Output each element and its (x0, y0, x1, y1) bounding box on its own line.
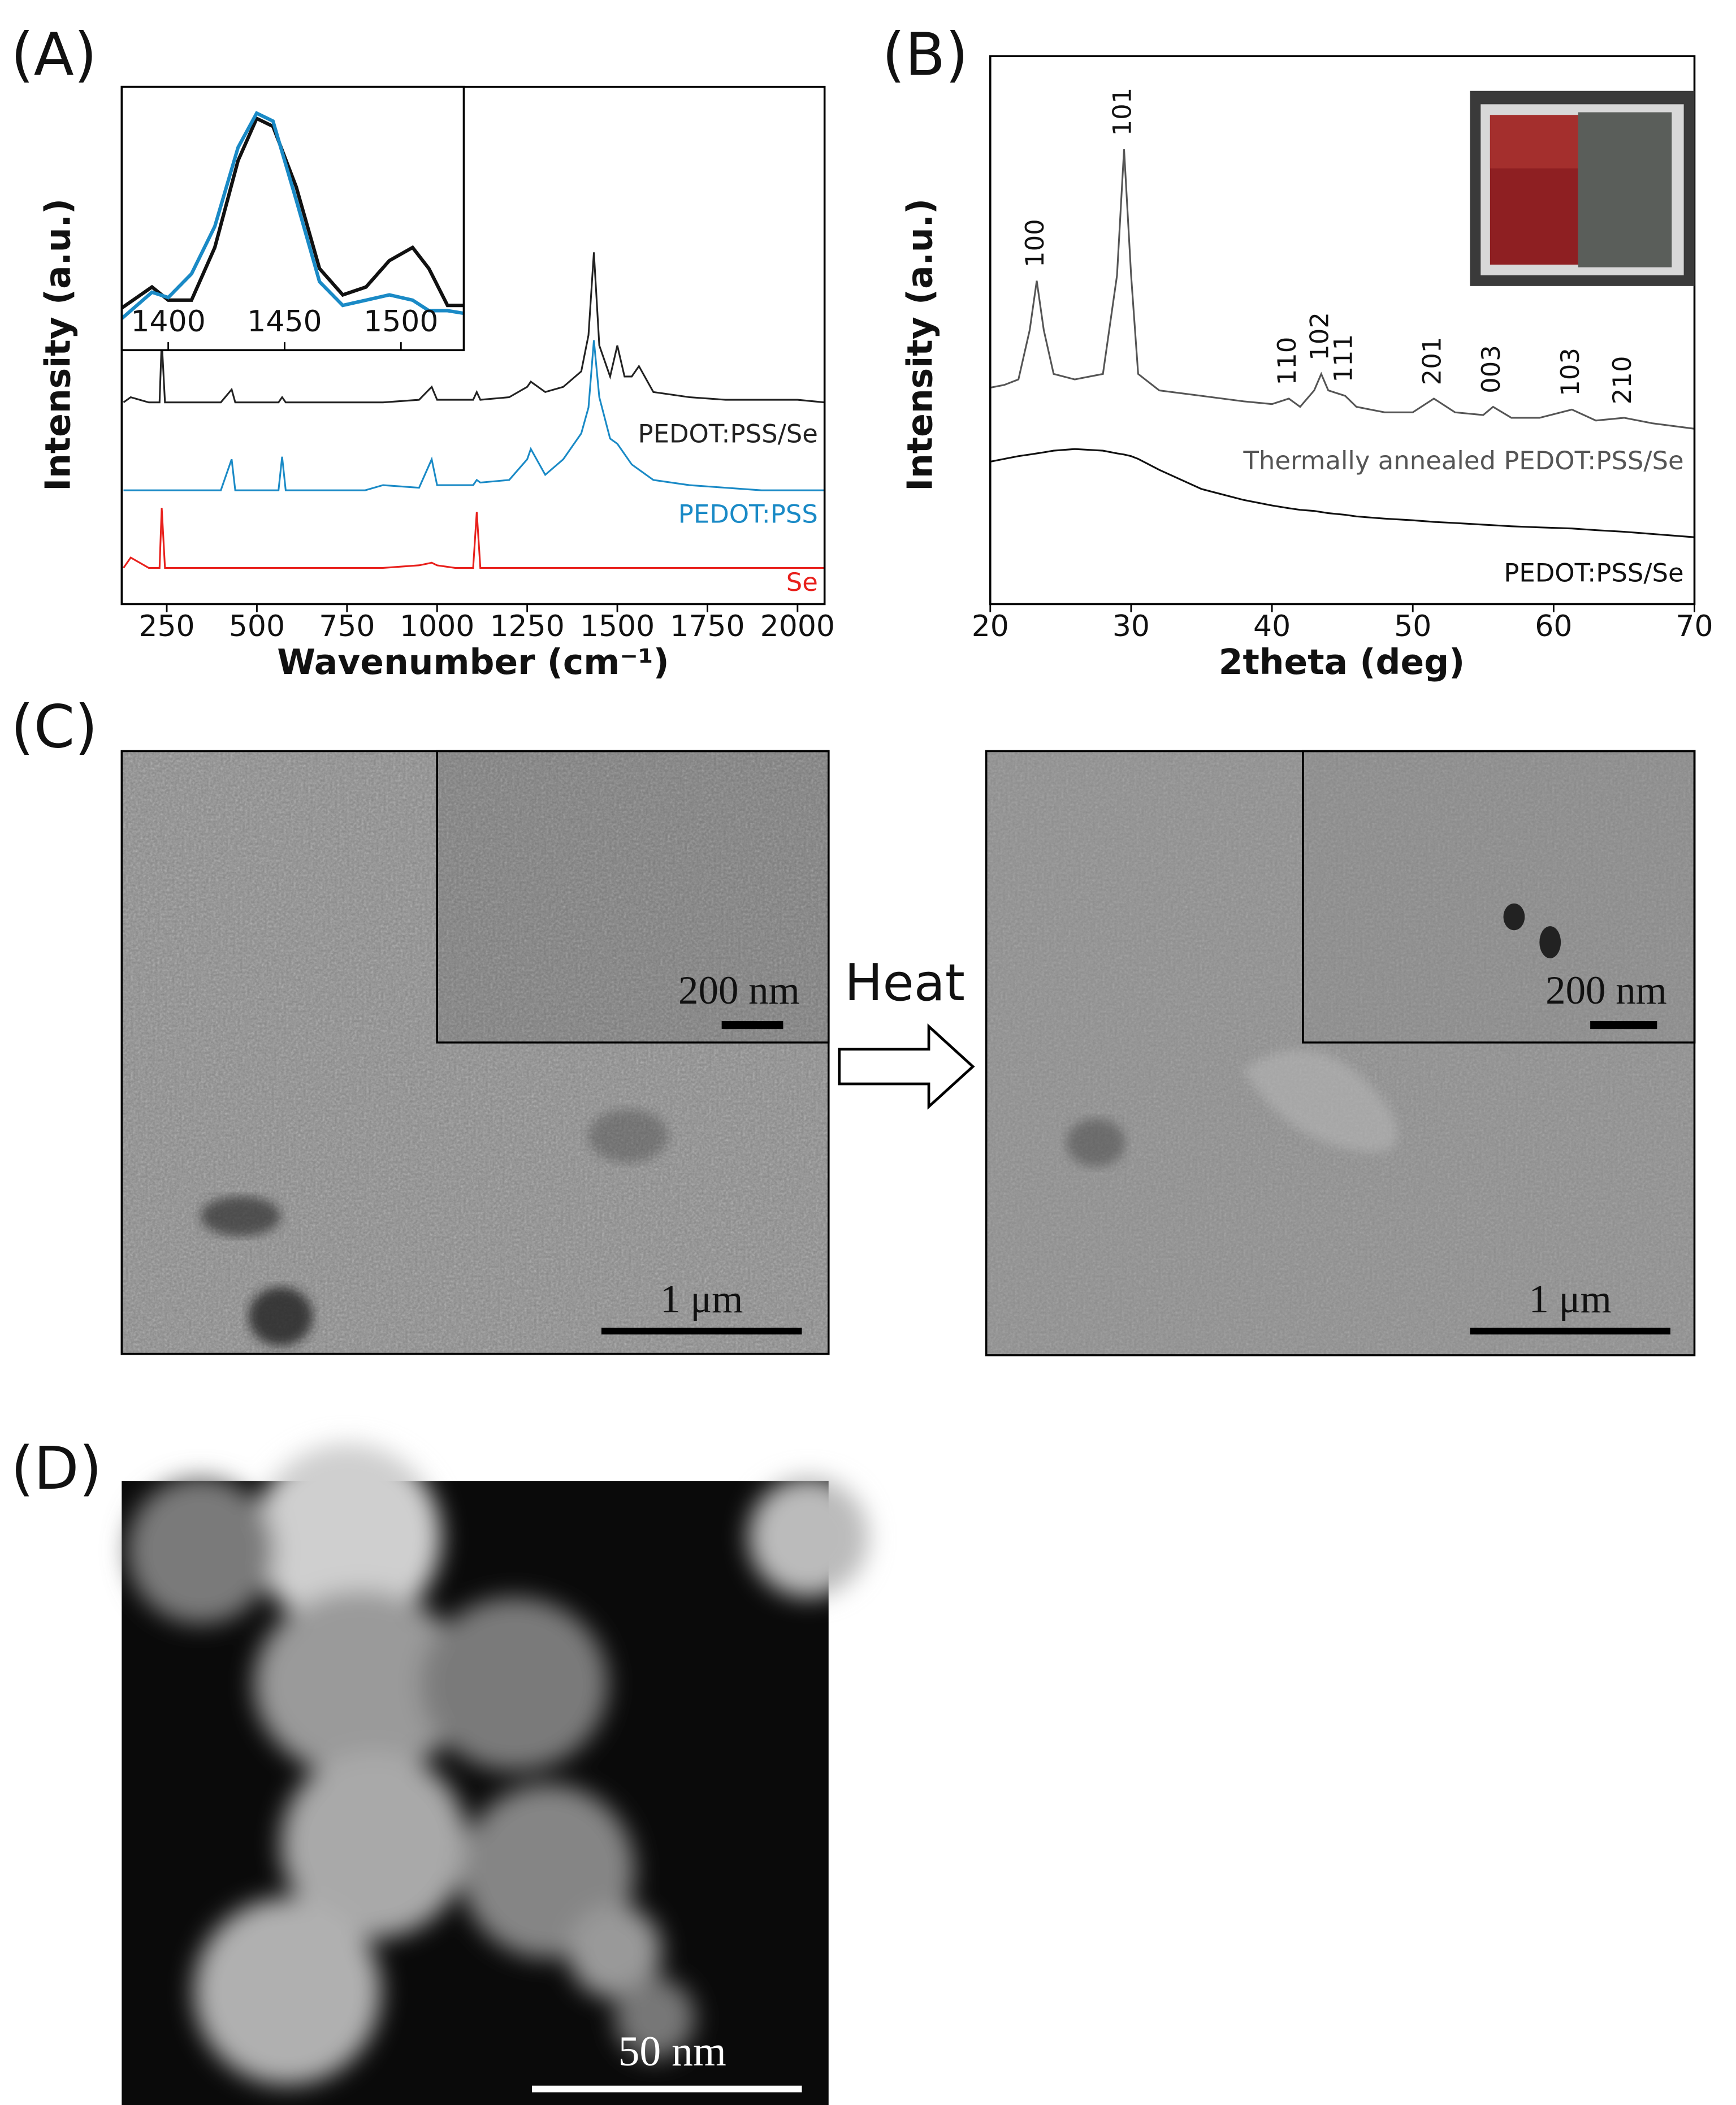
peak-label: 201 (1417, 337, 1447, 386)
x-tick-label: 2000 (760, 610, 835, 643)
x-tick-label: 1400 (131, 305, 205, 339)
series-label: Se (786, 567, 818, 597)
inset-scale-label: 200 nm (678, 969, 800, 1013)
panel-label: (B) (882, 20, 968, 89)
series-line (123, 340, 825, 491)
x-tick-label: 20 (972, 610, 1009, 643)
peak-label: 100 (1020, 219, 1050, 267)
series-line (990, 448, 1695, 538)
y-axis-label: Intensity (a.u.) (900, 198, 940, 491)
series-label: PEDOT:PSS/Se (1504, 557, 1683, 587)
plot-frame (989, 55, 1696, 606)
process-label: Heat (845, 954, 965, 1013)
chart: Thermally annealed PEDOT:PSS/Se PEDOT:PSS… (900, 55, 1713, 682)
x-tick-label: 60 (1535, 610, 1572, 643)
x-axis-label: Wavenumber (cm⁻¹) (277, 642, 669, 682)
x-tick-label: 1500 (363, 305, 438, 339)
x-tick-label: 750 (319, 610, 375, 643)
x-tick-label: 250 (138, 610, 194, 643)
process-arrow: Heat (838, 954, 975, 1110)
x-tick-label: 50 (1394, 610, 1431, 643)
x-tick-label: 30 (1112, 610, 1150, 643)
series-label: Thermally annealed PEDOT:PSS/Se (1243, 446, 1684, 476)
series-line (120, 116, 464, 310)
x-tick-label: 40 (1253, 610, 1291, 643)
x-tick-label: 1750 (670, 610, 744, 643)
series-label: PEDOT:PSS (678, 499, 818, 529)
peak-label: 111 (1328, 334, 1358, 383)
inset-scale-label: 200 nm (1545, 969, 1667, 1013)
series-line (990, 149, 1695, 430)
series-label: PEDOT:PSS/Se (638, 419, 817, 449)
panel-label: (A) (11, 20, 97, 89)
scale-label: 1 μm (1529, 1277, 1612, 1321)
series-line (120, 111, 464, 320)
x-tick-label: 1500 (580, 610, 655, 643)
chart: 1400 1450 1500 (120, 85, 465, 352)
charts: PEDOT:PSS/Se PEDOT:PSS Se 250 500 750 1000 1250… (38, 55, 1713, 682)
scale-label: 1 μm (660, 1277, 743, 1321)
peak-label: 103 (1555, 348, 1585, 396)
x-tick-label: 1250 (490, 610, 564, 643)
peak-label: 110 (1272, 337, 1302, 386)
series-line (123, 252, 825, 404)
x-tick-label: 1450 (247, 305, 322, 339)
scale-label: 50 nm (618, 2028, 726, 2075)
x-axis-label: 2theta (deg) (1219, 642, 1465, 682)
peak-label: 210 (1607, 356, 1637, 405)
y-axis-label: Intensity (a.u.) (38, 198, 79, 491)
peak-label: 101 (1107, 88, 1137, 136)
panel-label: (C) (11, 692, 98, 761)
tem-image: 50 nm (122, 1443, 869, 2105)
x-tick-label: 70 (1676, 610, 1713, 643)
panel-label: (D) (11, 1434, 102, 1503)
plot-area (122, 87, 464, 351)
sem-after: 200 nm 1 μm (985, 750, 1696, 1356)
peak-label: 003 (1476, 345, 1506, 394)
plot-frame (120, 85, 465, 352)
x-tick-label: 1000 (400, 610, 474, 643)
series-line (123, 508, 825, 569)
sem-before: 200 nm 1 μm (120, 750, 830, 1355)
peak-label: 102 (1304, 312, 1334, 361)
x-tick-label: 500 (229, 610, 285, 643)
photo-inset (1470, 90, 1695, 286)
